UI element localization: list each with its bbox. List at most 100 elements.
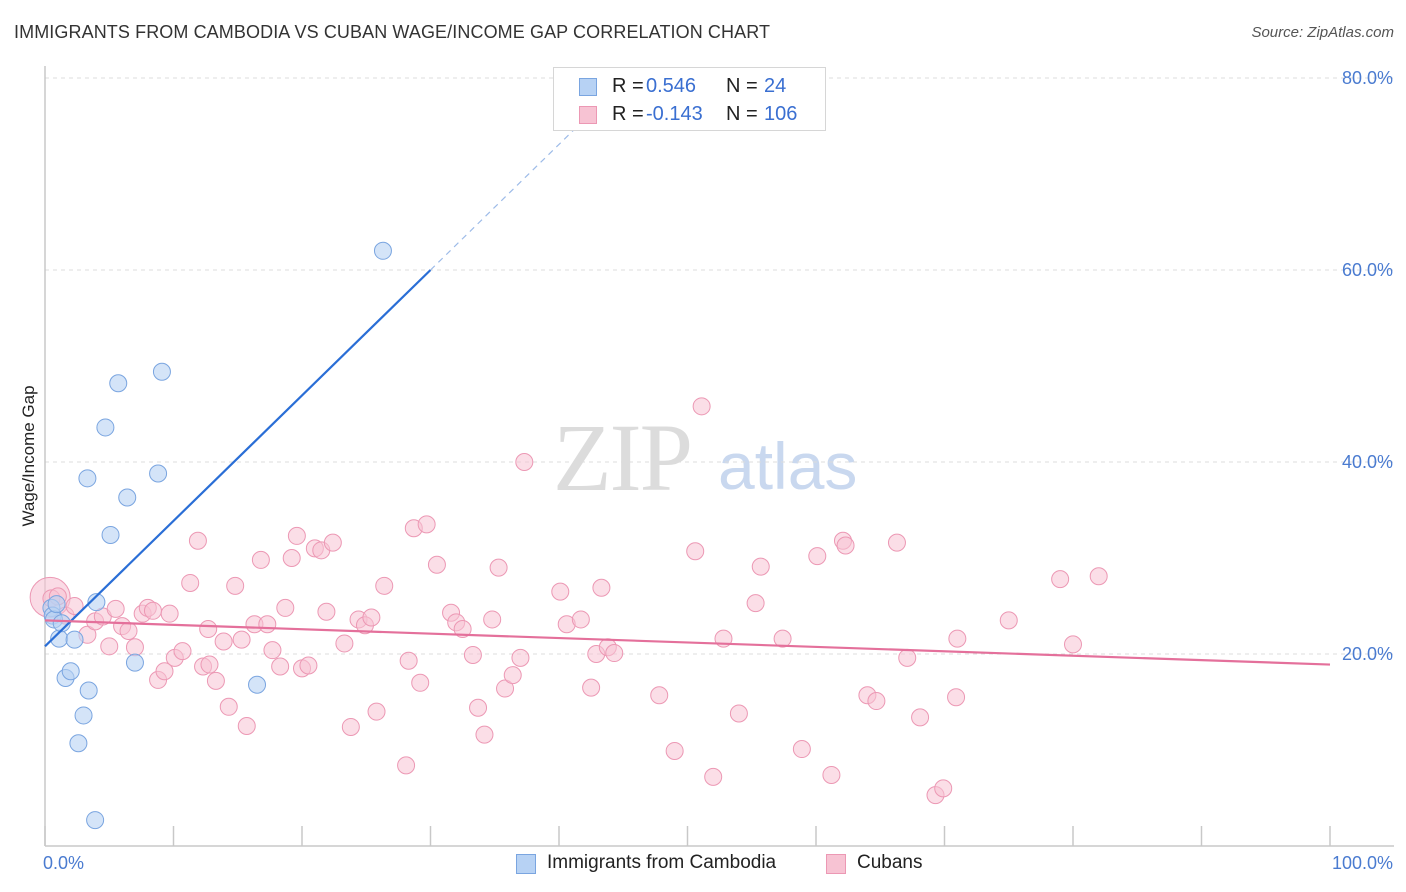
bottom-legend-swatch-cubans [826,854,846,874]
data-point-cubans [729,704,748,723]
axes [44,66,1394,847]
data-point-cambodia [152,362,171,381]
data-point-cambodia [101,525,120,544]
data-point-cubans [155,662,174,681]
data-point-cambodia [96,418,115,437]
legend-row-cubans: R = -0.143 N = 106 [554,101,825,129]
data-point-cubans [119,621,138,640]
data-point-cubans [317,602,336,621]
data-point-cubans [704,767,723,786]
data-point-cubans [375,576,394,595]
data-point-cambodia [74,706,93,725]
data-point-cambodia [373,241,392,260]
data-point-cubans [483,610,502,629]
legend-swatch-cambodia [579,78,597,96]
data-point-cambodia [149,464,168,483]
data-point-cambodia [61,662,80,681]
data-point-cubans [160,604,179,623]
data-point-cubans [751,557,770,576]
data-point-cambodia [125,653,144,672]
data-point-cambodia [109,374,128,393]
data-point-cubans [367,702,386,721]
bottom-legend-label-cambodia: Immigrants from Cambodia [547,852,777,873]
data-point-cubans [323,533,342,552]
data-point-cubans [397,756,416,775]
data-point-cubans [399,651,418,670]
data-point-cambodia [79,681,98,700]
data-point-cubans [427,555,446,574]
legend-row-cambodia: R = 0.546 N = 24 [554,73,825,101]
data-point-cubans [341,717,360,736]
data-point-cubans [511,648,530,667]
data-point-cubans [335,634,354,653]
data-point-cubans [551,582,570,601]
trend-line-cambodia [44,269,432,648]
data-point-cubans [836,536,855,555]
grid-lines [45,77,1394,655]
bottom-legend-label-cubans: Cubans [857,852,923,873]
data-point-cubans [173,642,192,661]
data-point-cubans [686,542,705,561]
data-point-cubans [143,601,162,620]
legend-n-label: N = [726,103,758,125]
chart-source: Source: ZipAtlas.com [1251,24,1394,41]
data-point-cubans [276,598,295,617]
data-point-cubans [822,765,841,784]
data-point-cubans [206,671,225,690]
data-point-cubans [887,533,906,552]
data-point-cubans [282,549,301,567]
legend-n-value: 24 [764,75,787,97]
data-point-cubans [271,657,290,676]
data-point-cubans [665,741,684,760]
data-point-cubans [125,638,144,657]
y-tick-label: 20.0% [1342,644,1393,664]
data-point-cubans [1089,567,1108,586]
data-point-cubans [362,608,381,627]
data-point-cubans [650,686,669,705]
data-point-cubans [411,673,430,692]
data-point-cubans [792,740,811,759]
data-point-cubans [867,692,886,711]
data-point-cubans [417,515,436,534]
legend-swatch-cubans [579,106,597,124]
data-point-cubans [1064,635,1082,654]
data-point-cubans [515,453,534,471]
y-tick-label: 80.0% [1342,68,1393,88]
data-point-cubans [200,655,219,674]
data-point-cubans [808,547,827,566]
data-point-cubans [592,578,611,597]
data-point-cubans [934,779,953,798]
data-point-cambodia [118,488,137,507]
data-point-cubans [106,599,125,618]
data-point-cambodia [65,630,84,649]
data-point-cambodia [52,614,71,633]
data-point-cambodia [248,675,267,694]
y-axis-label: Wage/Income Gap [19,385,38,526]
data-point-cubans [181,573,200,592]
data-point-cubans [65,597,84,615]
data-point-cubans [773,629,792,648]
data-point-cambodia [47,595,66,614]
legend-r-label: R = [612,103,644,125]
trend-lines [44,118,1331,666]
data-point-cubans [911,708,930,727]
data-point-cubans [898,648,917,667]
data-point-cubans [582,678,601,697]
trend-line-cambodia-extension [430,118,586,271]
data-point-cubans [496,679,515,698]
cambodia-points [42,241,392,830]
trend-line-cubans [44,619,1331,666]
data-point-cubans [251,550,270,569]
data-point-cubans [571,610,590,629]
data-point-cubans [226,576,245,595]
watermark-zip: ZIP [553,404,693,511]
data-point-cubans [692,397,711,416]
data-point-cubans [237,717,256,735]
data-point-cubans [605,644,624,663]
data-point-cubans [287,526,306,545]
watermark-atlas: atlas [718,429,858,503]
correlation-legend: R = 0.546 N = 24 R = -0.143 N = 106 [553,67,826,131]
data-point-cubans [258,615,277,634]
data-point-cubans [1051,570,1070,589]
